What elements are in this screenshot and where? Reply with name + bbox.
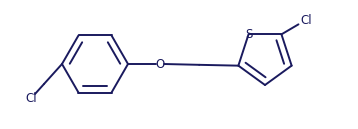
Text: S: S	[245, 28, 252, 41]
Text: Cl: Cl	[25, 92, 37, 106]
Text: O: O	[155, 58, 165, 71]
Text: Cl: Cl	[301, 14, 312, 27]
